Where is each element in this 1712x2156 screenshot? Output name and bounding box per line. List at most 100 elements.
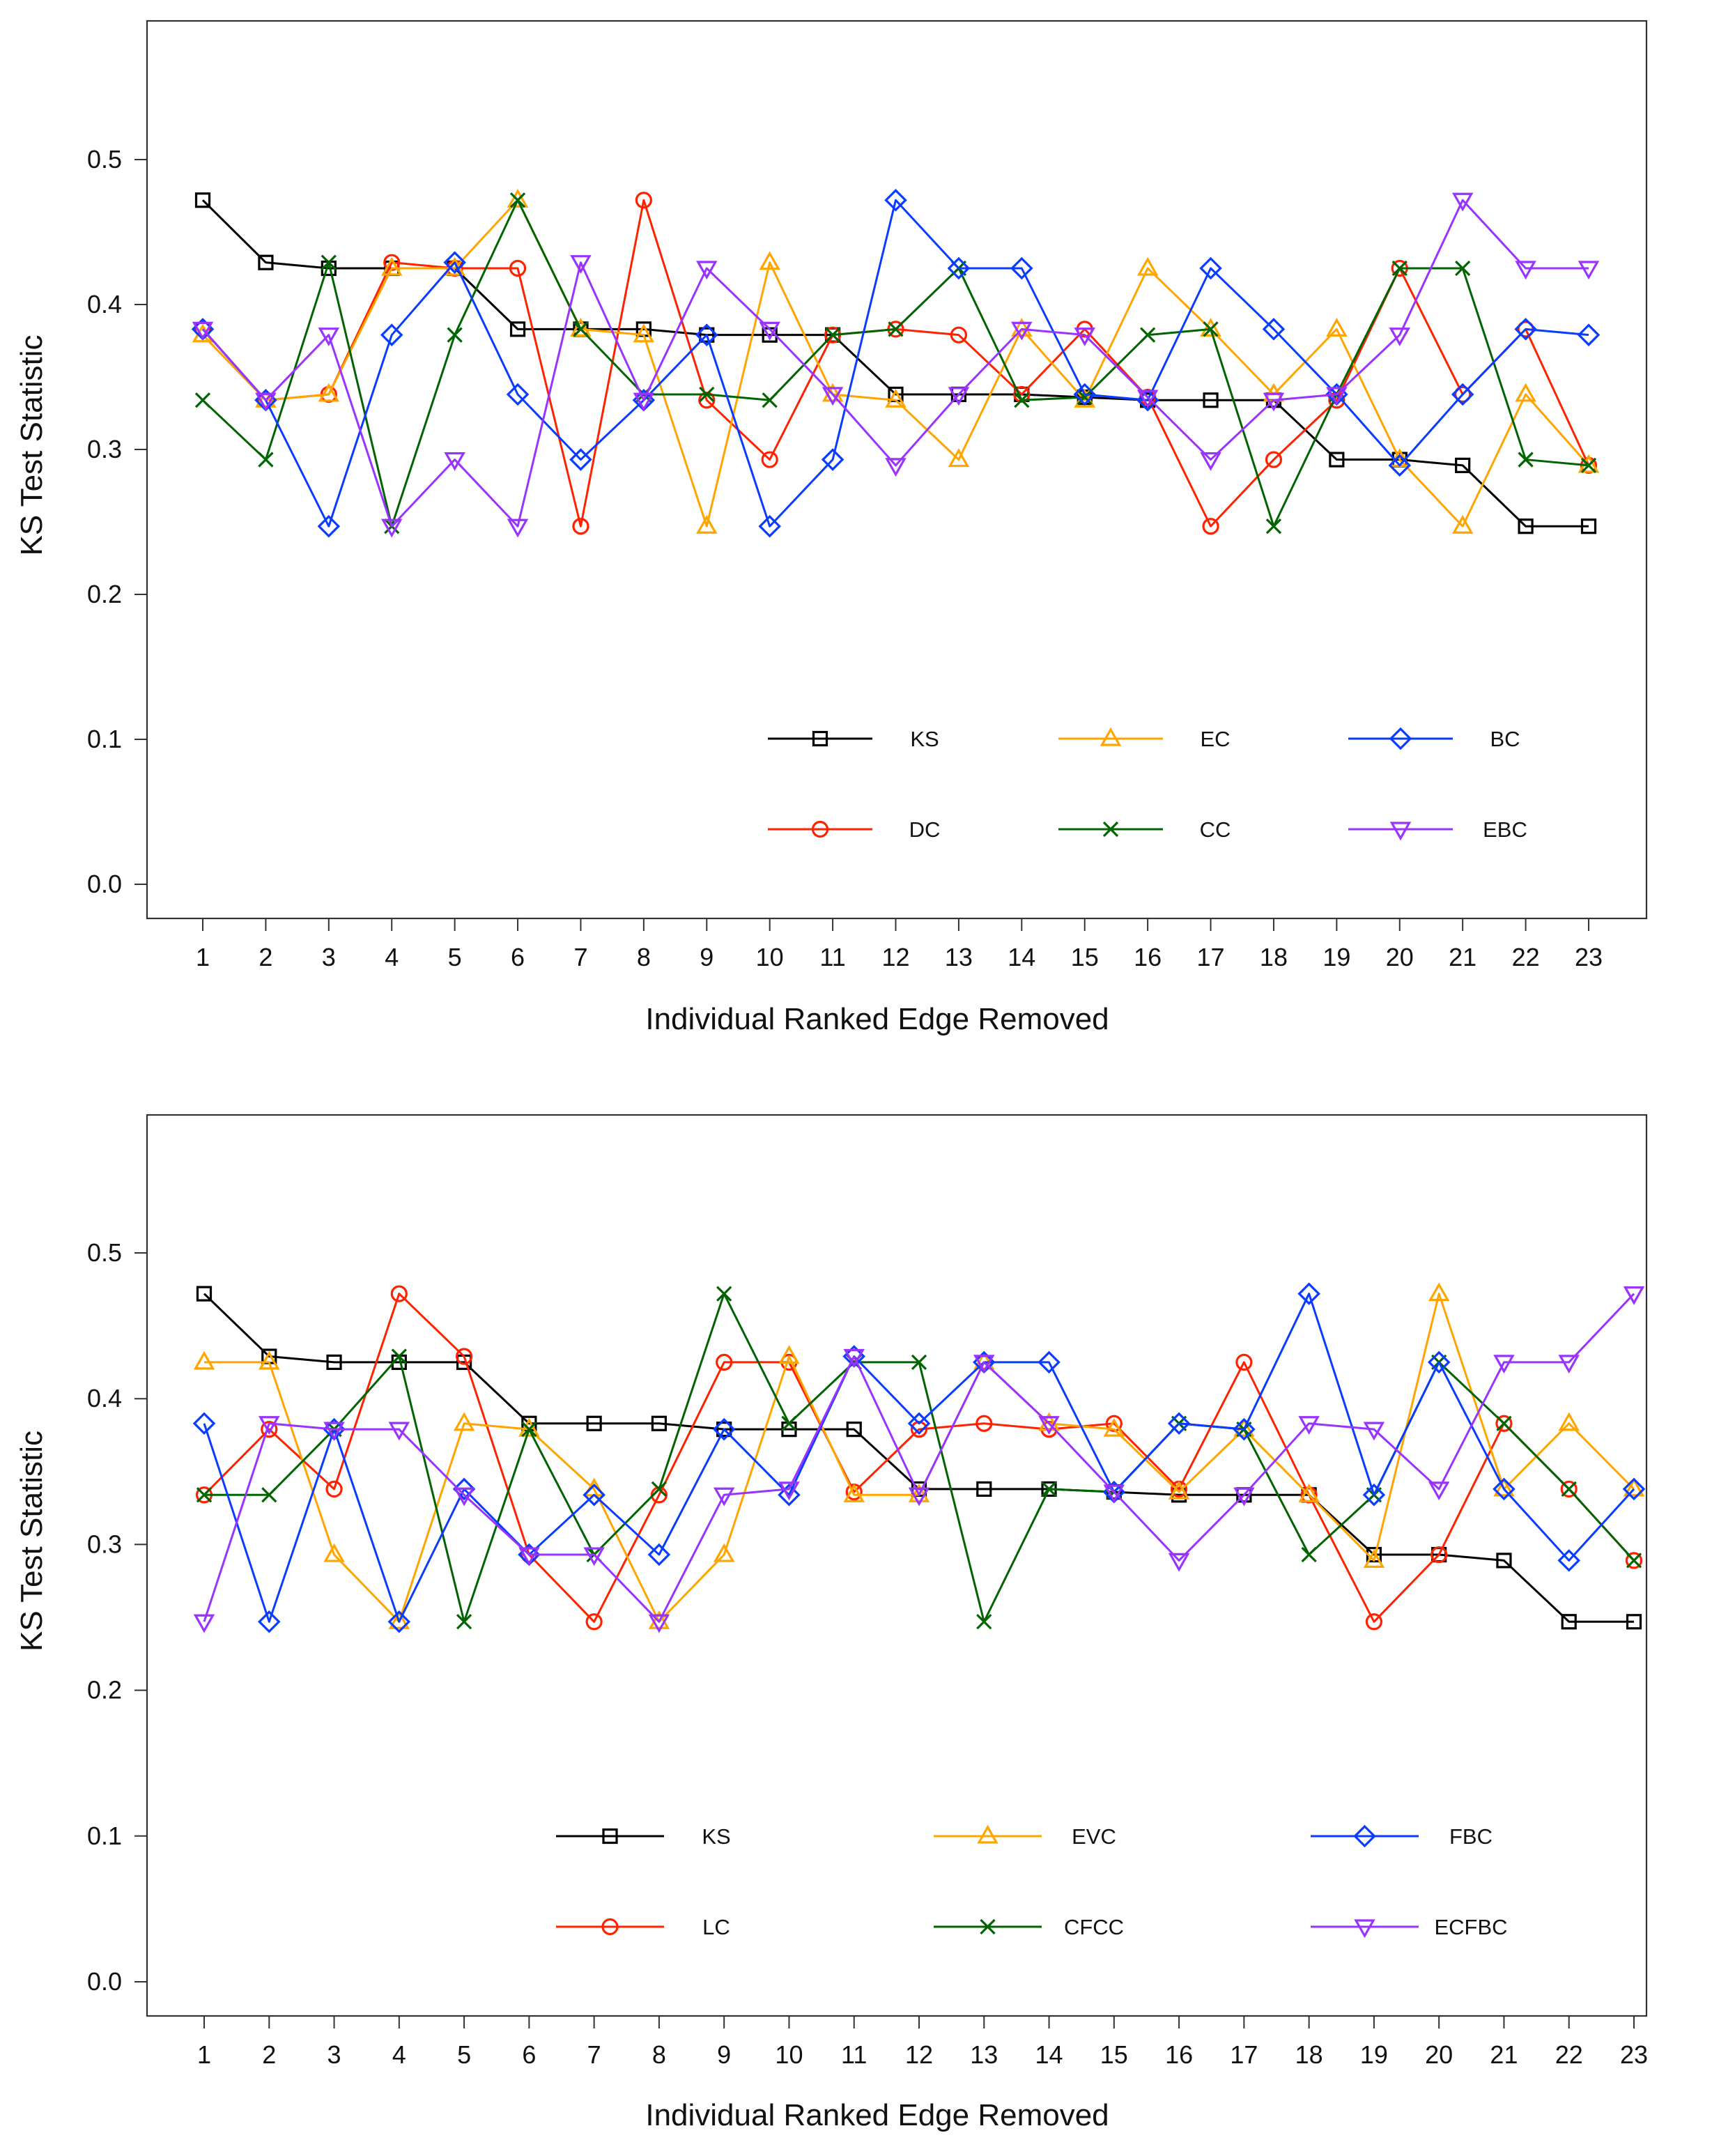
point-fbc: [583, 1484, 606, 1507]
x-tick-label: 9: [717, 2040, 731, 2069]
x-tick-label: 9: [700, 943, 714, 971]
point-cc: [1140, 327, 1156, 343]
point-ecfbc: [1233, 1487, 1255, 1507]
point-cc: [1391, 260, 1408, 277]
point-bc: [1262, 318, 1286, 341]
x-axis-title: Individual Ranked Edge Removed: [645, 2098, 1109, 2132]
point-bc: [1010, 256, 1033, 280]
legend-item-ecfbc: ECFBC: [1311, 1915, 1508, 1939]
legend-label: CC: [1200, 817, 1231, 842]
series-fbc: [192, 1282, 1646, 1633]
point-dc: [1265, 451, 1283, 468]
series-line-ebc: [201, 199, 1589, 528]
point-ec: [948, 448, 970, 468]
x-tick-label: 20: [1386, 943, 1414, 971]
point-cfcc: [1041, 1481, 1057, 1497]
legend-label: KS: [910, 727, 939, 751]
point-bc: [695, 323, 718, 346]
point-ec: [696, 515, 718, 534]
point-cc: [509, 192, 526, 208]
point-ecfbc: [1558, 1355, 1580, 1374]
legend-item-evc: EVC: [934, 1824, 1116, 1849]
legend-item-ks: KS: [768, 727, 939, 751]
point-cfcc: [261, 1487, 277, 1503]
point-lc: [1430, 1546, 1448, 1564]
legend-label: EC: [1200, 727, 1230, 751]
series-line-cc: [201, 199, 1589, 528]
x-tick-label: 10: [775, 2040, 803, 2069]
point-ks: [846, 1422, 862, 1438]
y-axis-title: KS Test Statistic: [15, 334, 49, 555]
legend-item-lc: LC: [556, 1915, 730, 1939]
y-tick-label: 0.5: [87, 1238, 122, 1267]
legend-marker: [1389, 727, 1412, 750]
series-cc: [194, 192, 1597, 534]
point-ks: [586, 1415, 602, 1431]
point-ec: [1011, 318, 1033, 337]
x-tick-label: 21: [1490, 2040, 1518, 2069]
legend-label: KS: [702, 1824, 730, 1849]
x-tick-label: 16: [1134, 943, 1162, 971]
legend-marker: [1353, 1824, 1376, 1848]
point-ebc: [1263, 392, 1285, 412]
point-lc: [1495, 1415, 1513, 1432]
point-dc: [635, 192, 652, 209]
point-fbc: [452, 1477, 476, 1501]
point-bc: [1073, 383, 1096, 406]
x-tick-label: 21: [1449, 943, 1476, 971]
point-cc: [824, 327, 841, 343]
point-fbc: [192, 1412, 216, 1435]
point-ecfbc: [1103, 1484, 1125, 1504]
point-fbc: [1557, 1549, 1580, 1572]
legend-label: EBC: [1483, 817, 1527, 842]
point-ebc: [192, 321, 214, 341]
point-ebc: [822, 387, 844, 406]
x-tick-label: 23: [1620, 2040, 1648, 2069]
y-tick-label: 0.3: [87, 435, 122, 463]
point-ebc: [1200, 452, 1221, 471]
series-line-lc: [203, 1293, 1635, 1623]
point-ebc: [255, 392, 277, 412]
x-tick-label: 2: [262, 2040, 276, 2069]
point-lc: [1105, 1415, 1123, 1432]
point-ec: [822, 383, 844, 402]
legend-label: ECFBC: [1434, 1915, 1507, 1939]
legend-item-cc: CC: [1058, 817, 1231, 842]
legend-marker: [1100, 727, 1122, 746]
x-tick-label: 6: [511, 943, 525, 971]
x-tick-label: 5: [448, 943, 462, 971]
point-ks: [651, 1415, 668, 1431]
legend-marker: [601, 1918, 619, 1936]
point-ecfbc: [1168, 1553, 1190, 1572]
x-tick-label: 19: [1322, 943, 1350, 971]
point-ec: [885, 389, 907, 408]
point-fbc: [778, 1484, 801, 1507]
x-tick-label: 15: [1100, 2040, 1128, 2069]
point-fbc: [1362, 1484, 1386, 1507]
point-cc: [1455, 260, 1471, 277]
series-line-evc: [204, 1293, 1635, 1623]
point-evc: [843, 1484, 865, 1502]
point-ks: [1455, 457, 1471, 473]
point-bc: [947, 256, 971, 280]
point-fbc: [1233, 1417, 1256, 1441]
point-cfcc: [1496, 1415, 1512, 1431]
y-axis: 0.0 0.1 0.2 0.3 0.4 0.5: [87, 1238, 147, 1996]
point-cc: [1077, 389, 1093, 406]
point-lc: [455, 1348, 473, 1365]
point-lc: [390, 1285, 408, 1302]
x-tick-label: 20: [1425, 2040, 1453, 2069]
point-cfcc: [521, 1422, 537, 1438]
point-evc: [1038, 1412, 1060, 1431]
x-tick-label: 8: [652, 2040, 666, 2069]
point-evc: [713, 1543, 735, 1562]
x-tick-label: 2: [259, 943, 272, 971]
point-cc: [447, 327, 463, 343]
legend-marker: [602, 1828, 618, 1845]
x-tick-label: 3: [322, 943, 336, 971]
point-ecfbc: [1623, 1286, 1645, 1305]
x-tick-label: 7: [587, 2040, 601, 2069]
point-ks: [716, 1422, 732, 1438]
x-tick-label: 10: [756, 943, 784, 971]
point-ec: [759, 251, 780, 270]
